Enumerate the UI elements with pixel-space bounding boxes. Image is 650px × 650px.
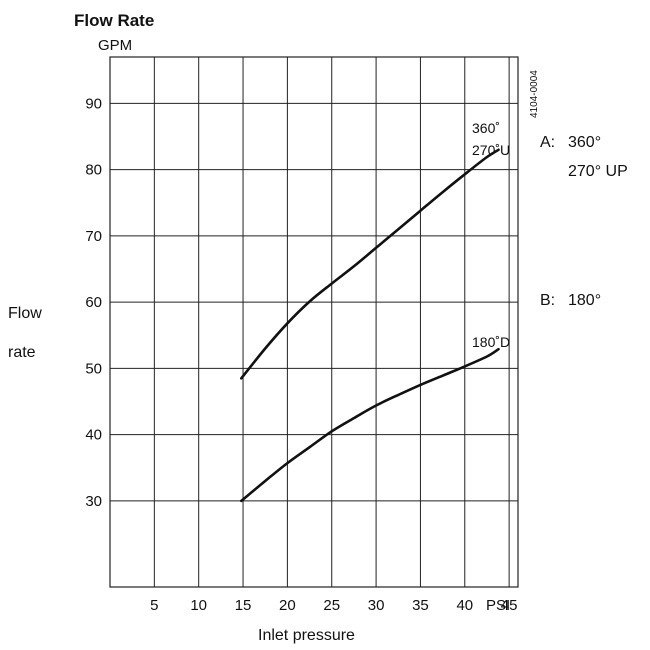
series-a-curve [240, 148, 500, 380]
annotation-b-prefix: B: [540, 292, 555, 309]
x-tick-label: 20 [279, 597, 296, 614]
y-tick-label: 90 [85, 95, 102, 112]
curves [240, 148, 500, 503]
figure-code: 4104-0004 [529, 70, 540, 118]
x-tick-label: 35 [412, 597, 429, 614]
x-tick-label: 10 [190, 597, 207, 614]
series-a-label-line2: 270˚U [472, 142, 510, 158]
series-b-label: 180˚D [472, 334, 510, 350]
y-tick-label: 50 [85, 360, 102, 377]
y-axis-unit: GPM [98, 37, 132, 54]
y-tick-label: 70 [85, 228, 102, 245]
annotation-a-line2: 270° UP [568, 163, 628, 180]
x-tick-label: 15 [235, 597, 252, 614]
y-tick-label: 80 [85, 162, 102, 179]
y-tick-label: 60 [85, 294, 102, 311]
y-axis-label-line1: Flow [8, 305, 42, 322]
x-tick-label: 25 [323, 597, 340, 614]
x-axis-unit: PSI [486, 597, 510, 614]
y-tick-label: 30 [85, 493, 102, 510]
y-axis-label-line2: rate [8, 344, 36, 361]
annotation-a-line1: 360° [568, 134, 601, 151]
y-tick-label: 40 [85, 427, 102, 444]
x-tick-label: 40 [456, 597, 473, 614]
plot-frame [109, 56, 519, 588]
tick-labels: 5 10 15 20 25 30 35 40 45 30 40 50 60 70 80 90 [85, 95, 517, 614]
x-tick-label: 30 [368, 597, 385, 614]
x-axis-label: Inlet pressure [258, 627, 355, 644]
annotation-a-prefix: A: [540, 134, 555, 151]
x-tick-label: 45 [501, 597, 518, 614]
series-b-curve [240, 347, 500, 503]
series-a-label-line1: 360˚ [472, 120, 500, 136]
annotation-b-line1: 180° [568, 292, 601, 309]
grid [110, 57, 518, 587]
x-tick-label: 5 [150, 597, 158, 614]
chart-title: Flow Rate [74, 11, 154, 30]
